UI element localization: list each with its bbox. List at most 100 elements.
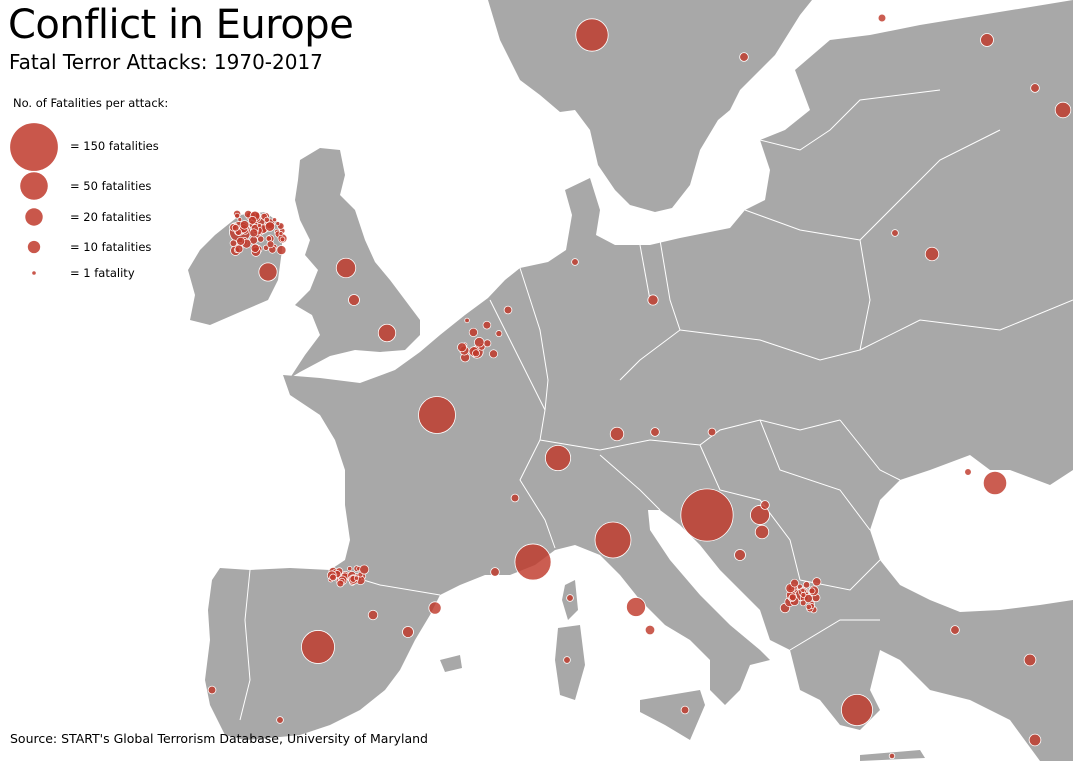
attack-marker [812,577,822,587]
map-subtitle: Fatal Terror Attacks: 1970-2017 [9,50,323,74]
attack-marker [799,599,807,607]
attack-marker [275,221,281,227]
legend-circle-50 [20,172,48,200]
attack-marker [279,236,286,243]
attack-marker [575,18,609,52]
legend-circle-20 [25,208,43,226]
land-masses [188,0,1073,761]
attack-marker [237,217,243,222]
attack-marker [272,217,277,223]
attack-markers [207,13,1072,760]
attack-marker [650,427,660,437]
land-mainland [205,0,1073,761]
attack-marker [647,294,659,306]
attack-marker [464,317,470,324]
legend-circles [10,123,58,275]
attack-marker [566,594,574,602]
attack-marker [760,500,770,510]
attack-marker [800,587,806,593]
legend-label-10: = 10 fatalities [70,240,152,254]
attack-marker [594,521,632,559]
attack-marker [1054,101,1072,119]
attack-marker [800,592,807,598]
attack-marker [734,549,746,561]
attack-marker [544,444,572,472]
source-note: Source: START's Global Terrorism Databas… [10,731,428,746]
attack-marker [377,323,397,343]
attack-marker [266,240,275,249]
attack-marker [489,349,498,359]
attack-marker [563,656,571,664]
legend-label-1: = 1 fatality [70,266,135,280]
attack-marker [571,258,579,266]
attack-marker [250,243,260,253]
attack-marker [336,579,345,588]
attack-marker [418,396,456,434]
land-sardinia [555,625,585,700]
attack-marker [950,625,960,635]
attack-marker [301,630,335,664]
attack-marker [980,33,994,47]
attack-marker [803,594,813,604]
attack-marker [1023,653,1037,667]
legend-label-20: = 20 fatalities [70,210,152,224]
attack-marker [239,220,250,230]
map-title: Conflict in Europe [8,2,354,48]
attack-marker [347,565,353,572]
legend-title: No. of Fatalities per attack: [13,96,169,110]
attack-marker [402,626,414,638]
attack-marker [964,468,972,476]
attack-marker [802,581,811,589]
attack-marker [264,221,276,232]
attack-marker [263,216,270,223]
attack-marker [482,320,492,330]
attack-marker [495,330,503,337]
attack-marker [278,231,284,237]
attack-marker [359,564,370,575]
attack-marker [808,587,816,595]
attack-marker [249,228,259,238]
country-borders [239,89,1073,721]
attack-marker [841,694,874,727]
attack-marker [982,470,1008,496]
attack-marker [788,593,797,602]
attack-marker [1030,83,1040,93]
land-scandinavia [488,0,812,212]
attack-marker [257,235,265,243]
attack-marker [514,543,552,581]
attack-marker [877,13,887,23]
attack-marker [924,246,940,262]
attack-marker [234,244,244,254]
attack-marker [468,327,478,337]
attack-marker [207,685,217,695]
legend-circle-10 [27,240,41,254]
attack-marker [335,257,357,279]
attack-marker [739,52,749,62]
attack-marker [1028,733,1042,747]
attack-marker [367,609,379,621]
attack-marker [754,524,770,540]
attack-marker [353,575,360,581]
attack-marker [276,716,284,724]
attack-marker [790,578,799,588]
legend-circle-150 [10,123,58,171]
attack-marker [234,212,241,219]
legend-circle-1 [32,271,36,275]
attack-marker [329,573,337,582]
attack-marker [609,426,625,442]
attack-marker [472,349,480,358]
attack-marker [888,752,896,760]
attack-marker [474,337,485,348]
attack-marker [276,245,287,256]
attack-marker [256,223,262,229]
attack-marker [490,567,500,577]
legend-label-150: = 150 fatalities [70,139,159,153]
attack-marker [626,597,646,617]
attack-marker [236,236,246,246]
attack-marker [503,305,513,315]
attack-marker [231,224,240,232]
attack-marker [229,239,238,247]
land-sicily [640,690,705,740]
attack-marker [707,427,717,437]
